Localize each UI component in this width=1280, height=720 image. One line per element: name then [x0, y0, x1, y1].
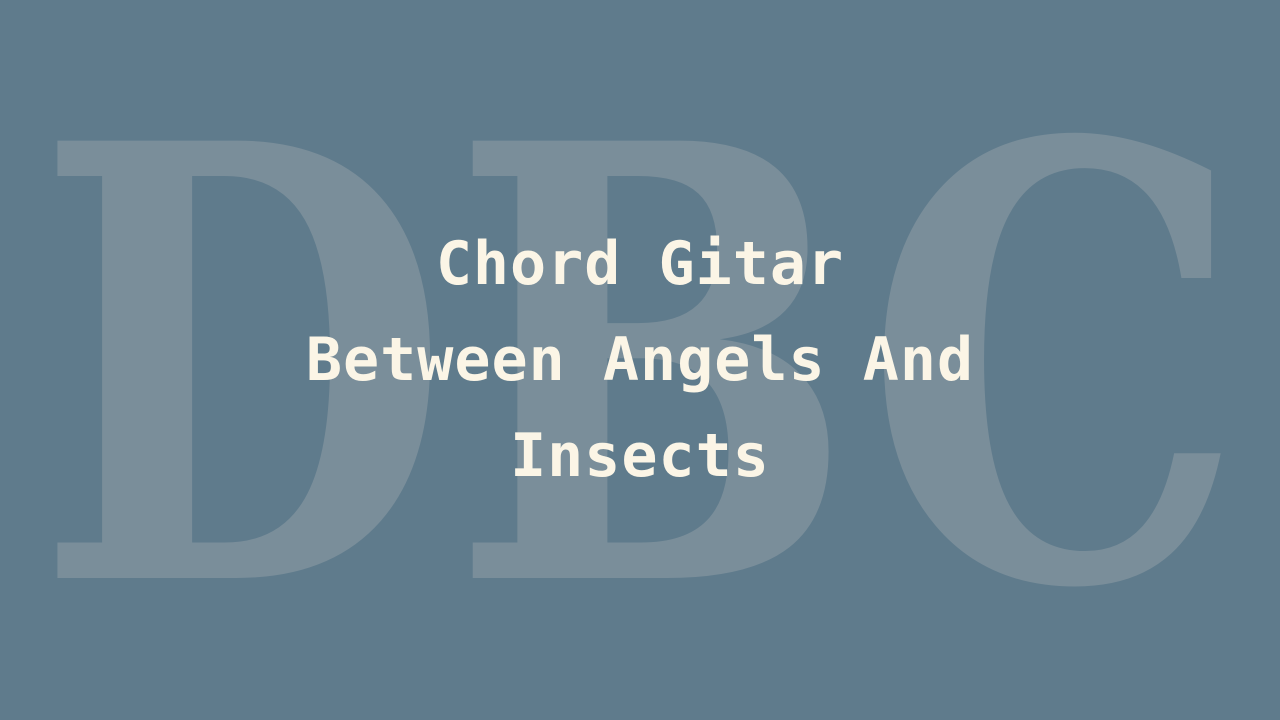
watermark-text: DBC	[35, 15, 1245, 720]
title-line-3: Insects	[510, 421, 770, 491]
page-title: Chord Gitar Between Angels And Insects	[210, 216, 1070, 504]
title-line-1: Chord Gitar	[435, 229, 845, 299]
title-line-2: Between Angels And	[305, 325, 975, 395]
